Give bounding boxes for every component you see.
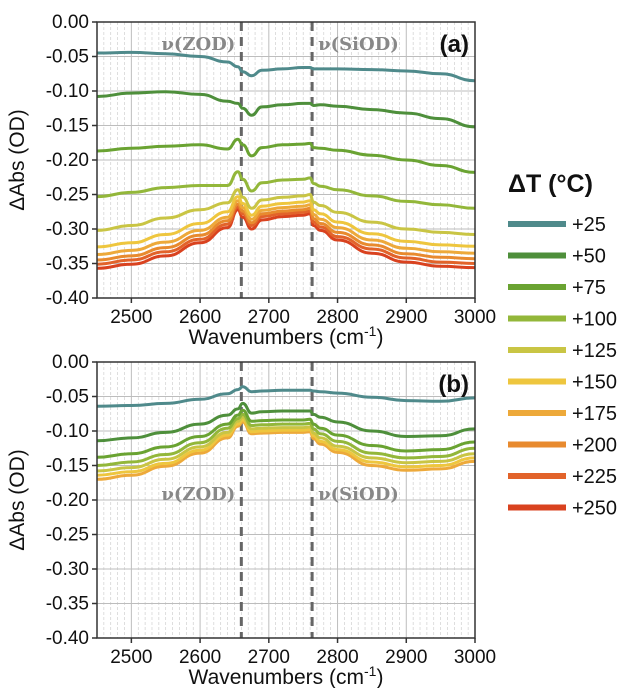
legend-label: +250	[572, 498, 617, 520]
series-line-plus175	[96, 199, 476, 256]
legend-items: +25 +50 +75 +100 +125 +150 +175 +200 +225 +250	[508, 214, 617, 520]
series-line-plus75	[96, 408, 476, 459]
y-tick-label: -0.40	[46, 628, 89, 649]
y-tick-label: -0.10	[46, 421, 89, 442]
y-tick-label: 0.00	[52, 352, 89, 373]
y-tick-label: -0.25	[46, 185, 89, 206]
legend-label: +175	[572, 403, 617, 425]
y-tick-label: -0.35	[46, 594, 89, 615]
x-tick-label: 2900	[385, 307, 427, 328]
x-axis-label: Wavenumbers (cm-1)	[189, 323, 384, 349]
legend-label: +125	[572, 340, 617, 362]
series-line-plus175	[96, 420, 476, 481]
series-line-plus25	[96, 385, 476, 408]
series-line-plus200	[96, 202, 476, 262]
x-tick-label: 2500	[110, 647, 152, 668]
legend-label: +150	[572, 372, 617, 394]
y-axis-label: ΔAbs (OD)	[6, 449, 29, 551]
y-tick-label: -0.05	[46, 387, 89, 408]
series-line-plus100	[96, 170, 476, 210]
x-tick-label: 2800	[316, 647, 358, 668]
legend-label: +25	[572, 214, 606, 236]
panel-b: 0.00 -0.05 -0.10 -0.15 -0.20 -0.25 -0.30 -0.35 -…	[6, 352, 496, 688]
x-tick-label: 2500	[110, 307, 152, 328]
x-tick-label: 2800	[316, 307, 358, 328]
panel-label: (b)	[438, 371, 469, 398]
y-tick-label: -0.05	[46, 47, 89, 68]
y-tick-label: -0.25	[46, 525, 89, 546]
annotation-zod: ν(ZOD)	[161, 34, 235, 55]
y-tick-label: -0.15	[46, 456, 89, 477]
legend-label: +50	[572, 246, 606, 268]
legend: ΔT (°C) +25 +50 +75 +100 +125 +150 +175 +200 +22…	[508, 170, 617, 520]
series-line-plus50	[96, 90, 476, 129]
x-tick-label: 2700	[248, 647, 290, 668]
series-line-plus125	[96, 415, 476, 473]
series-line-plus225	[96, 205, 476, 266]
x-tick-label: 2900	[385, 647, 427, 668]
annotation-siod: ν(SiOD)	[318, 484, 399, 505]
y-tick-label: -0.15	[46, 116, 89, 137]
legend-label: +100	[572, 309, 617, 331]
y-tick-label: -0.30	[46, 219, 89, 240]
x-tick-label: 2600	[179, 647, 221, 668]
series-line-plus75	[96, 137, 476, 174]
y-tick-label: -0.20	[46, 490, 89, 511]
series-line-plus150	[96, 195, 476, 249]
y-tick-label: -0.20	[46, 150, 89, 171]
y-tick-label: -0.40	[46, 288, 89, 309]
series-line-plus50	[96, 401, 476, 443]
y-axis-label: ΔAbs (OD)	[6, 109, 29, 211]
x-tick-label: 3000	[454, 307, 496, 328]
annotation-siod: ν(SiOD)	[318, 34, 399, 55]
legend-label: +200	[572, 435, 617, 457]
panel-label: (a)	[440, 31, 469, 58]
y-tick-label: 0.00	[52, 12, 89, 33]
series-line-plus25	[96, 50, 476, 83]
x-axis-label: Wavenumbers (cm-1)	[189, 663, 384, 688]
series-line-plus250	[96, 208, 476, 270]
x-tick-label: 2700	[248, 307, 290, 328]
series-line-plus100	[96, 412, 476, 467]
x-tick-label: 2600	[179, 307, 221, 328]
legend-label: +75	[572, 277, 606, 299]
panel-a: 0.00 -0.05 -0.10 -0.15 -0.20 -0.25 -0.30 -0.35 -…	[6, 12, 496, 349]
x-tick-label: 3000	[454, 647, 496, 668]
annotation-zod: ν(ZOD)	[161, 484, 235, 505]
legend-label: +225	[572, 466, 617, 488]
y-tick-label: -0.35	[46, 254, 89, 275]
series-line-plus150	[96, 418, 476, 477]
legend-title: ΔT (°C)	[508, 170, 593, 198]
y-tick-label: -0.10	[46, 81, 89, 102]
series-line-plus125	[96, 188, 476, 236]
y-tick-label: -0.30	[46, 559, 89, 580]
